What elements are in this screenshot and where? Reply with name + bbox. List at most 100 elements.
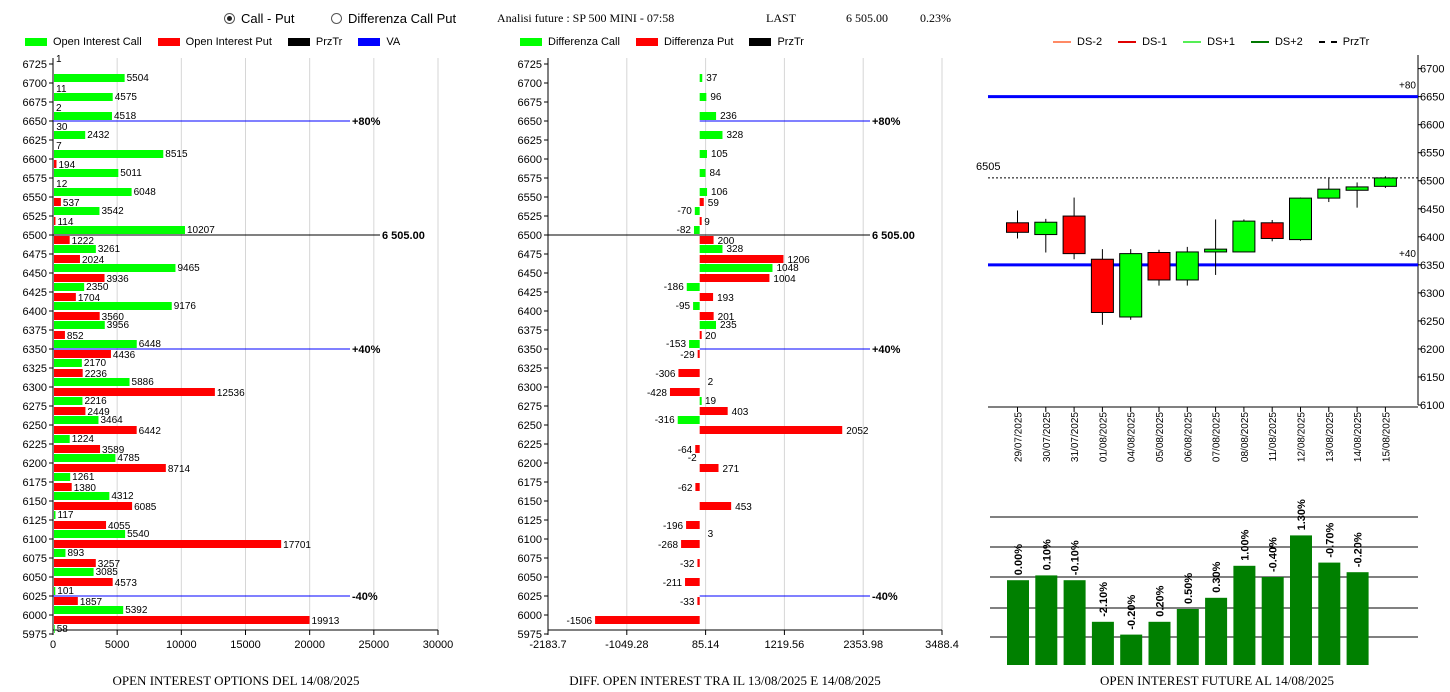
y-tick-label: 6475 bbox=[23, 249, 47, 261]
call-value-label: 6448 bbox=[139, 339, 162, 350]
call-bar bbox=[54, 245, 96, 253]
radio-diff-call-put[interactable]: Differenza Call Put bbox=[331, 11, 456, 26]
future-bar bbox=[1063, 580, 1086, 665]
call-bar bbox=[54, 587, 56, 595]
future-value-label: -2.10% bbox=[1098, 582, 1110, 617]
x-tick-label: 2353.98 bbox=[843, 639, 883, 651]
call-bar bbox=[54, 150, 164, 158]
reference-line-label: +40% bbox=[352, 344, 381, 356]
y-tick-label: 6600 bbox=[23, 154, 47, 166]
analysis-title: Analisi future : SP 500 MINI - 07:58 bbox=[497, 11, 675, 25]
y-tick-label: 6300 bbox=[23, 382, 47, 394]
y-tick-label: 6050 bbox=[518, 572, 542, 584]
diff-call-value-label: 235 bbox=[720, 320, 737, 331]
call-bar bbox=[54, 435, 70, 443]
y-tick-label: 6475 bbox=[518, 249, 542, 261]
put-value-label: 30 bbox=[56, 122, 68, 133]
y-tick-label: 6450 bbox=[518, 268, 542, 280]
diff-put-bar bbox=[699, 407, 728, 415]
call-value-label: 2350 bbox=[86, 282, 109, 293]
date-label: 13/08/2025 bbox=[1325, 412, 1336, 462]
diff-put-bar bbox=[699, 464, 719, 472]
legend-item-ds+1: DS+1 bbox=[1183, 36, 1235, 48]
diff-put-value-label: -62 bbox=[678, 483, 693, 494]
legend-item-va: VA bbox=[358, 36, 400, 48]
diff-put-bar bbox=[699, 198, 704, 206]
candlestick-chart: 6700 6650 6600 6550 6500 6450 6400 6350 6300 6250… bbox=[976, 55, 1444, 462]
candle-body bbox=[1289, 197, 1312, 241]
y-tick-label: 6000 bbox=[518, 610, 542, 622]
y-tick-label: 6250 bbox=[23, 420, 47, 432]
y-tick-label: 6700 bbox=[518, 78, 542, 90]
y-tick-label: 6375 bbox=[518, 325, 542, 337]
y-tick-label: 6050 bbox=[23, 572, 47, 584]
call-value-label: 3542 bbox=[101, 206, 124, 217]
y-tick-label: 6350 bbox=[518, 344, 542, 356]
put-bar bbox=[54, 559, 96, 567]
diff-put-value-label: -196 bbox=[663, 521, 683, 532]
y-tick-label: 6450 bbox=[1420, 204, 1444, 216]
diff-put-bar bbox=[699, 236, 714, 244]
legend-item-ds+2: DS+2 bbox=[1250, 36, 1303, 48]
y-tick-label: 6575 bbox=[23, 173, 47, 185]
diff-put-value-label: 201 bbox=[718, 312, 735, 323]
diff-call-bar bbox=[693, 302, 700, 310]
y-tick-label: 6100 bbox=[23, 534, 47, 546]
prztr-label: 6505 bbox=[976, 161, 1000, 173]
put-bar bbox=[54, 293, 76, 301]
put-bar bbox=[54, 160, 57, 168]
diff-put-bar bbox=[699, 217, 702, 225]
candle-body bbox=[1119, 253, 1143, 318]
date-label: 14/08/2025 bbox=[1353, 412, 1364, 462]
call-value-label: 3464 bbox=[100, 415, 123, 426]
y-tick-label: 6200 bbox=[23, 458, 47, 470]
y-tick-label: 6175 bbox=[23, 477, 47, 489]
y-tick-label: 6525 bbox=[23, 211, 47, 223]
diff-extra-label: 2 bbox=[708, 377, 714, 388]
call-bar bbox=[54, 131, 86, 139]
radio-call-put[interactable]: Call - Put bbox=[224, 11, 294, 26]
call-value-label: 9176 bbox=[174, 301, 197, 312]
future-value-label: -0.20% bbox=[1126, 595, 1138, 630]
diff-put-bar bbox=[681, 540, 700, 548]
call-bar bbox=[54, 340, 137, 348]
y-tick-label: 6625 bbox=[23, 135, 47, 147]
y-tick-label: 6350 bbox=[1420, 260, 1444, 272]
call-value-label: 8515 bbox=[165, 149, 188, 160]
diff-extra-label: -2 bbox=[688, 453, 697, 464]
date-label: 07/08/2025 bbox=[1212, 412, 1223, 462]
call-bar bbox=[54, 473, 71, 481]
candle-body bbox=[1034, 221, 1058, 236]
legend-item-diff-call: Differenza Call bbox=[520, 36, 620, 48]
y-tick-label: 6600 bbox=[1420, 120, 1444, 132]
y-tick-label: 6725 bbox=[518, 59, 542, 71]
call-bar bbox=[54, 302, 172, 310]
diff-call-bar bbox=[699, 169, 706, 177]
y-tick-label: 6125 bbox=[518, 515, 542, 527]
caption-options: OPEN INTEREST OPTIONS DEL 14/08/2025 bbox=[112, 673, 360, 688]
y-tick-label: 6725 bbox=[23, 59, 47, 71]
diff-put-value-label: -428 bbox=[647, 388, 667, 399]
diff-put-value-label: 2052 bbox=[846, 426, 869, 437]
put-value-label: 4055 bbox=[108, 521, 131, 532]
y-tick-label: 6200 bbox=[518, 458, 542, 470]
y-tick-label: 6075 bbox=[23, 553, 47, 565]
y-tick-label: 6325 bbox=[23, 363, 47, 375]
future-bar bbox=[1176, 609, 1199, 665]
future-bar bbox=[1261, 577, 1284, 665]
diff-put-value-label: 453 bbox=[735, 502, 752, 513]
y-tick-label: 6075 bbox=[518, 553, 542, 565]
put-value-label: 19913 bbox=[312, 616, 340, 627]
diff-call-value-label: -70 bbox=[677, 206, 692, 217]
call-bar bbox=[54, 511, 56, 519]
future-value-label: -0.70% bbox=[1324, 523, 1336, 558]
candle-body bbox=[1232, 220, 1256, 253]
y-tick-label: 6350 bbox=[23, 344, 47, 356]
diff-put-value-label: 20 bbox=[705, 331, 717, 342]
future-value-label: 0.20% bbox=[1155, 585, 1167, 616]
y-tick-label: 6625 bbox=[518, 135, 542, 147]
diff-extra-label: 3 bbox=[708, 529, 714, 540]
y-tick-label: 6150 bbox=[518, 496, 542, 508]
put-bar bbox=[54, 502, 133, 510]
y-tick-label: 6250 bbox=[518, 420, 542, 432]
